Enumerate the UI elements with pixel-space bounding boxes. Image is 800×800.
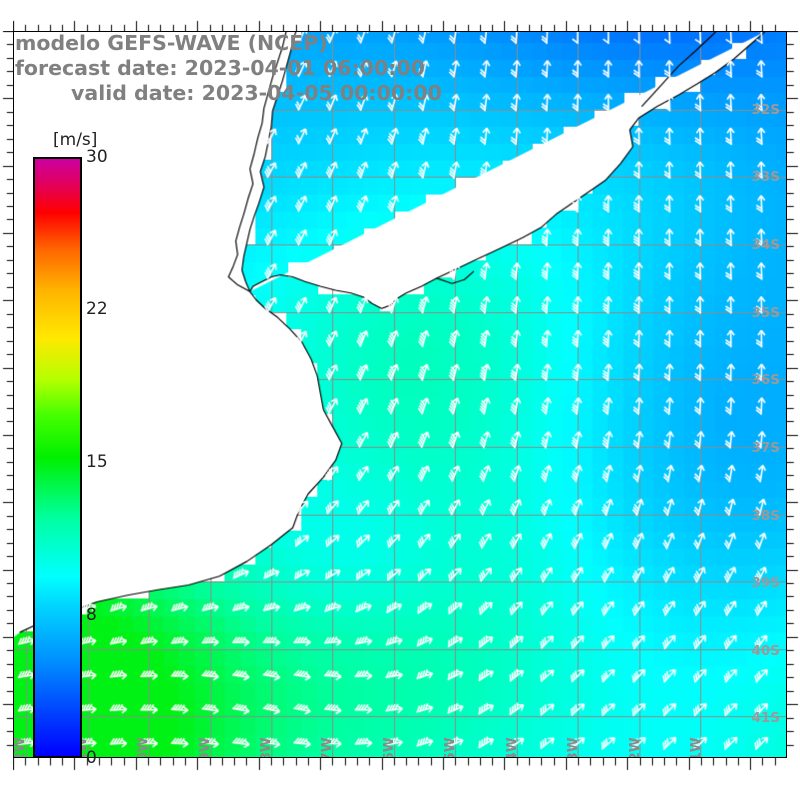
latitude-label: 41S <box>751 710 780 727</box>
colorbar-unit-label: [m/s] <box>53 130 98 150</box>
longitude-label: 52W <box>626 737 643 758</box>
colorbar-tick-label: 30 <box>86 147 108 167</box>
latitude-label: 40S <box>751 642 780 659</box>
colorbar-gradient <box>33 157 82 758</box>
latitude-label: 39S <box>751 575 780 592</box>
longitude-label: 56W <box>380 737 397 758</box>
longitude-label: 54W <box>503 737 520 758</box>
wind-barb-overlay <box>14 32 786 757</box>
longitude-label: 55W <box>442 737 459 758</box>
latitude-label: 38S <box>751 507 780 524</box>
longitude-label: 51W <box>688 737 704 758</box>
axis-ticks-top <box>13 20 787 31</box>
latitude-label: 36S <box>751 372 780 389</box>
latitude-label: 35S <box>751 304 780 321</box>
longitude-label: 60W <box>135 737 152 758</box>
latitude-label: 37S <box>751 439 780 456</box>
longitude-label: 58W <box>258 737 274 758</box>
axis-ticks-left <box>2 31 13 758</box>
latitude-label: 34S <box>751 237 780 254</box>
colorbar: [m/s] 30 22 15 8 0 <box>33 130 108 768</box>
longitude-label: 62W <box>13 737 29 758</box>
colorbar-tick-label: 22 <box>86 299 108 320</box>
latitude-label: 33S <box>751 169 780 186</box>
latitude-label: 32S <box>751 101 780 118</box>
colorbar-tick-label: 8 <box>86 604 97 625</box>
axis-ticks-right <box>787 31 799 758</box>
longitude-label: 53W <box>565 737 582 758</box>
longitude-label: 59W <box>196 737 213 758</box>
colorbar-tick-label: 15 <box>86 452 108 473</box>
axis-ticks-bottom <box>13 758 787 772</box>
colorbar-tick-label: 0 <box>86 748 97 768</box>
longitude-label: 57W <box>319 737 336 758</box>
